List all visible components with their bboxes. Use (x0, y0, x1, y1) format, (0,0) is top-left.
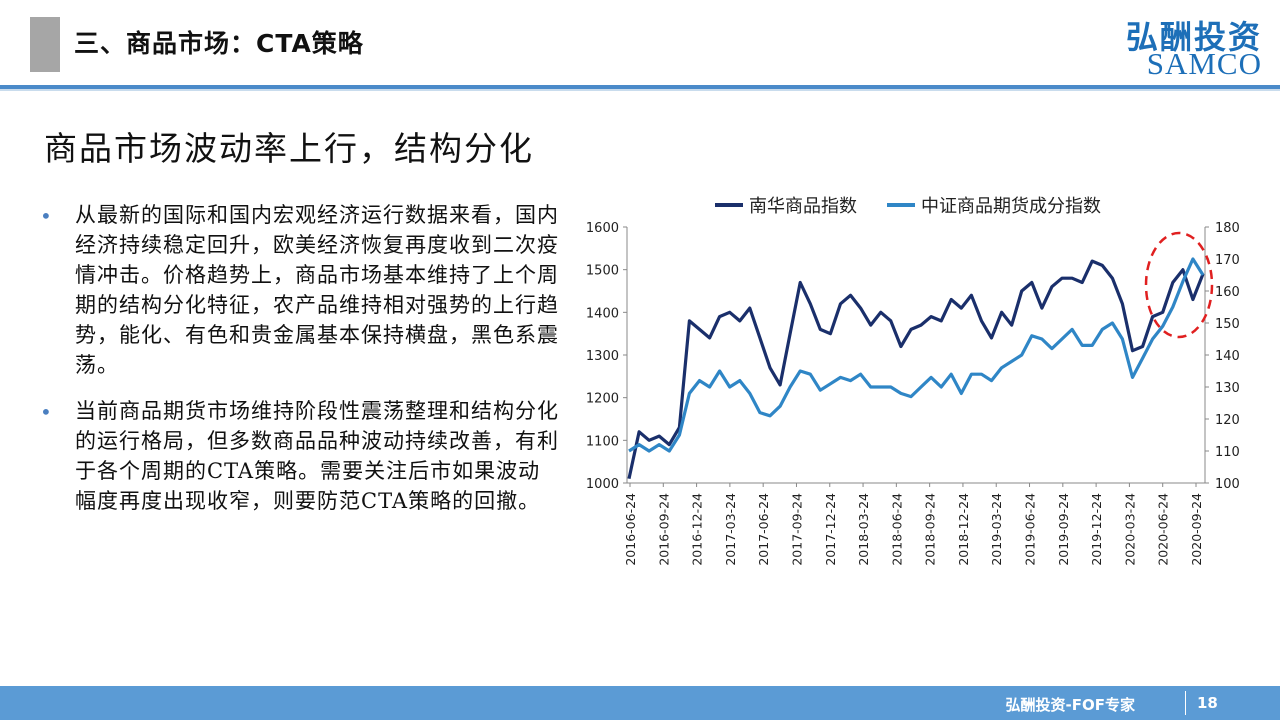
x-tick-label: 2016-12-24 (690, 493, 705, 566)
highlight-ellipse (1144, 231, 1214, 339)
x-tick-label: 2018-12-24 (956, 493, 971, 566)
header-accent-bar (30, 17, 60, 72)
x-tick-label: 2017-03-24 (723, 493, 738, 566)
footer-brand-text: 弘酬投资-FOF专家 (1005, 696, 1135, 714)
y-right-tick-label: 110 (1215, 445, 1240, 460)
brand-logo-english: SAMCO (1146, 46, 1262, 81)
legend-label-2: 中证商品期货成分指数 (921, 196, 1101, 217)
x-tick-label: 2016-06-24 (623, 493, 638, 566)
y-right-tick-label: 140 (1215, 349, 1240, 364)
y-left-tick-label: 1200 (586, 392, 619, 407)
x-tick-label: 2018-06-24 (889, 493, 904, 566)
bullet-list: • 从最新的国际和国内宏观经济运行数据来看，国内经济持续稳定回升，欧美经济恢复再… (40, 200, 560, 532)
series-line-1 (627, 259, 1205, 480)
x-tick-label: 2018-09-24 (923, 493, 938, 566)
y-right-tick-label: 120 (1215, 413, 1240, 428)
y-right-tick-label: 150 (1215, 317, 1240, 332)
bullet-text: 当前商品期货市场维持阶段性震荡整理和结构分化的运行格局，但多数商品品种波动持续改… (75, 399, 559, 513)
y-right-tick-label: 160 (1215, 285, 1240, 300)
x-tick-label: 2017-06-24 (756, 493, 771, 566)
x-tick-label: 2017-12-24 (823, 493, 838, 566)
x-tick-label: 2020-06-24 (1156, 493, 1171, 566)
y-left-tick-label: 1300 (586, 349, 619, 364)
bullet-text: 从最新的国际和国内宏观经济运行数据来看，国内经济持续稳定回升，欧美经济恢复再度收… (75, 203, 559, 377)
y-left-tick-label: 1000 (586, 477, 619, 492)
y-left-tick-label: 1400 (586, 306, 619, 321)
x-tick-label: 2019-06-24 (1023, 493, 1038, 566)
y-left-tick-label: 1500 (586, 264, 619, 279)
y-left-tick-label: 1100 (586, 434, 619, 449)
x-tick-label: 2017-09-24 (789, 493, 804, 566)
footer-divider (1185, 691, 1186, 715)
x-tick-label: 2016-09-24 (656, 493, 671, 566)
x-tick-label: 2020-09-24 (1189, 493, 1204, 566)
x-tick-label: 2018-03-24 (856, 493, 871, 566)
footer-bar: 弘酬投资-FOF专家 18 (0, 686, 1280, 720)
brand-logo-chinese: 弘酬投资 (1125, 18, 1262, 56)
bullet-item: • 从最新的国际和国内宏观经济运行数据来看，国内经济持续稳定回升，欧美经济恢复再… (40, 200, 560, 380)
bullet-dot-icon: • (40, 400, 52, 424)
bullet-dot-icon: • (40, 204, 52, 228)
slide-subtitle: 商品市场波动率上行，结构分化 (44, 129, 534, 168)
x-tick-label: 2019-12-24 (1089, 493, 1104, 566)
header-divider (0, 85, 1280, 89)
x-tick-label: 2019-09-24 (1056, 493, 1071, 566)
y-right-tick-label: 170 (1215, 253, 1240, 268)
x-tick-label: 2020-03-24 (1122, 493, 1137, 566)
header-divider-shadow (0, 89, 1280, 91)
x-tick-label: 2019-03-24 (989, 493, 1004, 566)
bullet-item: • 当前商品期货市场维持阶段性震荡整理和结构分化的运行格局，但多数商品品种波动持… (40, 396, 560, 516)
commodity-index-line-chart: 1000 1100 1200 1300 1400 1500 1600 100 110 120 130… (586, 196, 1240, 566)
section-title: 三、商品市场：CTA策略 (74, 29, 364, 58)
series-line-2 (628, 257, 1205, 453)
page-number: 18 (1197, 694, 1218, 712)
y-right-tick-label: 180 (1215, 221, 1240, 236)
y-right-tick-label: 100 (1215, 477, 1240, 492)
y-right-tick-label: 130 (1215, 381, 1240, 396)
y-left-tick-label: 1600 (586, 221, 619, 236)
legend-label-1: 南华商品指数 (749, 196, 857, 217)
